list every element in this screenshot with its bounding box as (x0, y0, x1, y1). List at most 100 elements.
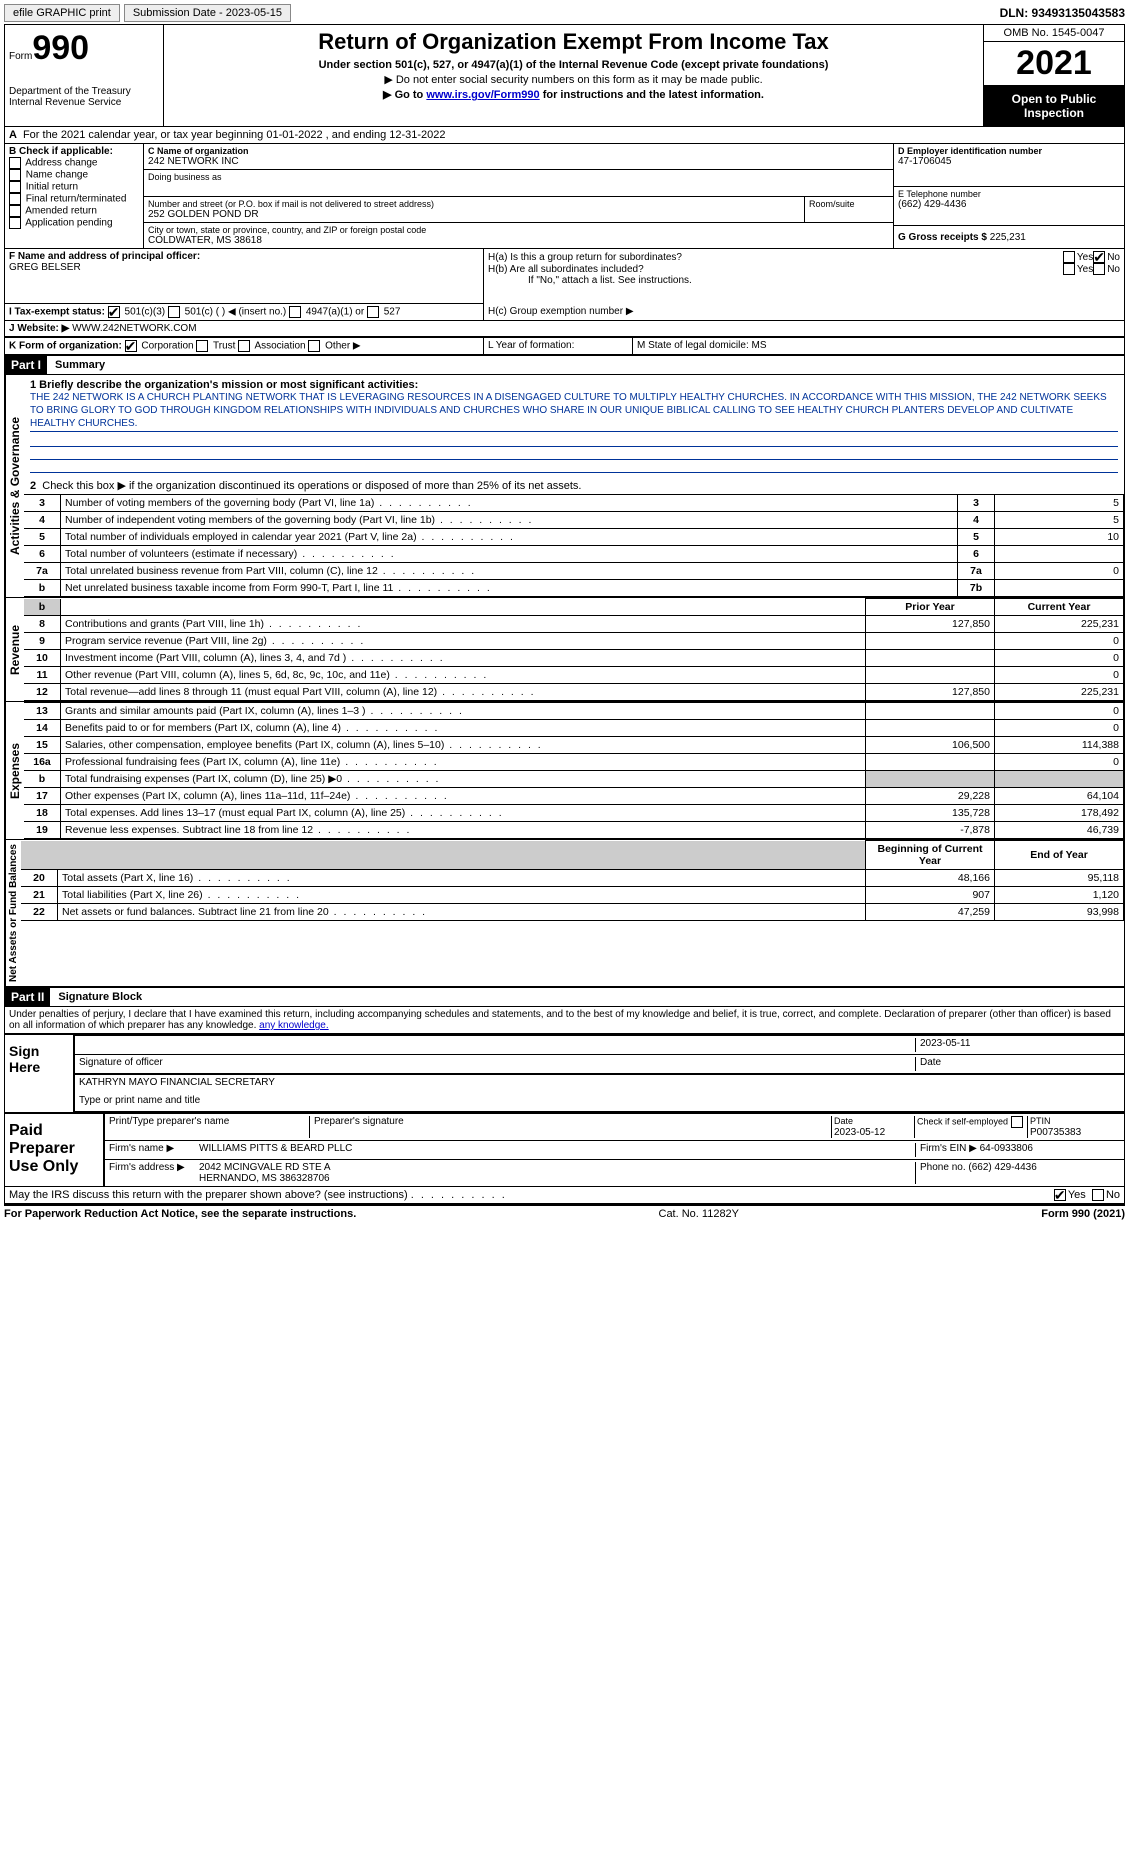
table-row: 9Program service revenue (Part VIII, lin… (24, 633, 1124, 650)
paid-preparer-section: Paid Preparer Use Only Print/Type prepar… (5, 1112, 1124, 1186)
form-word: Form (9, 51, 32, 62)
check-address-change[interactable] (9, 157, 21, 169)
h-note: If "No," attach a list. See instructions… (488, 275, 1120, 286)
ptin-lbl: PTIN (1030, 1116, 1051, 1126)
part2-title: Signature Block (58, 991, 142, 1003)
addr-value: 252 GOLDEN POND DR (148, 209, 800, 220)
form-subtitle: Under section 501(c), 527, or 4947(a)(1)… (168, 59, 979, 71)
table-row: 20Total assets (Part X, line 16)48,16695… (21, 870, 1124, 887)
form-number: 990 (32, 29, 89, 68)
current-hdr: Current Year (995, 599, 1124, 616)
sign-here-section: Sign Here 2023-05-11 Signature of office… (5, 1034, 1124, 1112)
check-amended-return[interactable] (9, 205, 21, 217)
officer-label: F Name and address of principal officer: (9, 251, 479, 262)
phone-value: (662) 429-4436 (898, 199, 1120, 210)
form990-label: Form 990 (9, 29, 159, 68)
table-row: 7aTotal unrelated business revenue from … (24, 563, 1124, 580)
discuss-no: No (1106, 1189, 1120, 1201)
footer-right: Form 990 (2021) (1041, 1208, 1125, 1220)
discuss-yes-chk[interactable] (1054, 1189, 1066, 1201)
self-emp-chk[interactable] (1011, 1116, 1023, 1128)
hb-yes: Yes (1077, 264, 1093, 275)
dln-text: DLN: 93493135043583 (1000, 6, 1125, 20)
sections-klm: K Form of organization: Corporation Trus… (5, 338, 1124, 356)
i-501c-chk[interactable] (168, 306, 180, 318)
tax-year: 2021 (984, 42, 1124, 86)
ein-label: D Employer identification number (898, 146, 1120, 156)
side-exp: Expenses (5, 702, 24, 839)
k-o4: Other ▶ (325, 341, 360, 352)
hb-no-chk[interactable] (1093, 263, 1105, 275)
discuss-no-chk[interactable] (1092, 1189, 1104, 1201)
top-bar: efile GRAPHIC print Submission Date - 20… (4, 4, 1125, 22)
date-lbl-1: Date (915, 1057, 1120, 1071)
table-row: 6Total number of volunteers (estimate if… (24, 546, 1124, 563)
prep-phone-lbl: Phone no. (920, 1162, 966, 1173)
gross-value: 225,231 (990, 232, 1026, 243)
ein-value: 47-1706045 (898, 156, 1120, 167)
l1-label: 1 Briefly describe the organization's mi… (30, 379, 1118, 391)
check-item: Application pending (9, 217, 139, 229)
i-501c3-chk[interactable] (108, 306, 120, 318)
dept-text: Department of the Treasury Internal Reve… (9, 86, 159, 108)
k-assoc-chk[interactable] (238, 340, 250, 352)
sign-here-label: Sign Here (5, 1035, 73, 1112)
sections-ij: I Tax-exempt status: 501(c)(3) 501(c) ( … (5, 304, 1124, 321)
prep-phone-val: (662) 429-4436 (968, 1162, 1036, 1173)
check-final-return-terminated[interactable] (9, 193, 21, 205)
table-row: 21Total liabilities (Part X, line 26)907… (21, 887, 1124, 904)
table-row: 19Revenue less expenses. Subtract line 1… (24, 822, 1124, 839)
hb-yes-chk[interactable] (1063, 263, 1075, 275)
table-row: bNet unrelated business taxable income f… (24, 580, 1124, 597)
city-value: COLDWATER, MS 38618 (148, 235, 889, 246)
k-trust-chk[interactable] (196, 340, 208, 352)
table-row: 5Total number of individuals employed in… (24, 529, 1124, 546)
i-527-chk[interactable] (367, 306, 379, 318)
prior-hdr: Prior Year (866, 599, 995, 616)
table-row: 4Number of independent voting members of… (24, 512, 1124, 529)
table-row: bTotal fundraising expenses (Part IX, co… (24, 771, 1124, 788)
website-value: WWW.242NETWORK.COM (72, 323, 196, 334)
ha-yes-chk[interactable] (1063, 251, 1075, 263)
phone-label: E Telephone number (898, 189, 1120, 199)
ha-no-chk[interactable] (1093, 251, 1105, 263)
arrow2-post: for instructions and the latest informat… (540, 89, 764, 101)
gross-label: G Gross receipts $ (898, 232, 987, 243)
ha-label: H(a) Is this a group return for subordin… (488, 252, 1063, 263)
hc-label: H(c) Group exemption number ▶ (484, 304, 1124, 321)
table-row: 13Grants and similar amounts paid (Part … (24, 703, 1124, 720)
i-o2: 501(c) ( ) ◀ (insert no.) (185, 307, 287, 318)
irs-link[interactable]: www.irs.gov/Form990 (426, 89, 539, 101)
footer-left: For Paperwork Reduction Act Notice, see … (4, 1208, 356, 1220)
m-label: M State of legal domicile: MS (633, 338, 1124, 354)
check-name-change[interactable] (9, 169, 21, 181)
submission-btn[interactable]: Submission Date - 2023-05-15 (124, 4, 291, 22)
efile-btn[interactable]: efile GRAPHIC print (4, 4, 120, 22)
l-label: L Year of formation: (484, 338, 633, 354)
omb-number: OMB No. 1545-0047 (984, 25, 1124, 42)
check-initial-return[interactable] (9, 181, 21, 193)
side-na: Net Assets or Fund Balances (5, 840, 21, 986)
knowledge-link[interactable]: any knowledge. (259, 1020, 329, 1031)
section-a: AFor the 2021 calendar year, or tax year… (5, 127, 1124, 144)
prep-name-lbl: Print/Type preparer's name (109, 1116, 309, 1138)
firm-name-lbl: Firm's name ▶ (109, 1143, 199, 1157)
firm-ein-val: 64-0933806 (980, 1143, 1033, 1154)
page-footer: For Paperwork Reduction Act Notice, see … (4, 1206, 1125, 1220)
section-j-row: J Website: ▶ WWW.242NETWORK.COM (5, 321, 1124, 338)
k-other-chk[interactable] (308, 340, 320, 352)
table-row: 15Salaries, other compensation, employee… (24, 737, 1124, 754)
sections-bcd: B Check if applicable: Address change Na… (5, 144, 1124, 249)
table-row: 22Net assets or fund balances. Subtract … (21, 904, 1124, 921)
exp-section: Expenses 13Grants and similar amounts pa… (5, 702, 1124, 840)
ptin-val: P00735383 (1030, 1127, 1081, 1138)
firm-ein-lbl: Firm's EIN ▶ (920, 1143, 977, 1154)
check-item: Address change (9, 157, 139, 169)
arrow2-pre: ▶ Go to (383, 89, 426, 101)
open-public: Open to Public Inspection (984, 86, 1124, 126)
i-4947-chk[interactable] (289, 306, 301, 318)
table-row: 14Benefits paid to or for members (Part … (24, 720, 1124, 737)
ha-yes: Yes (1077, 252, 1093, 263)
k-corp-chk[interactable] (125, 340, 137, 352)
check-application-pending[interactable] (9, 217, 21, 229)
